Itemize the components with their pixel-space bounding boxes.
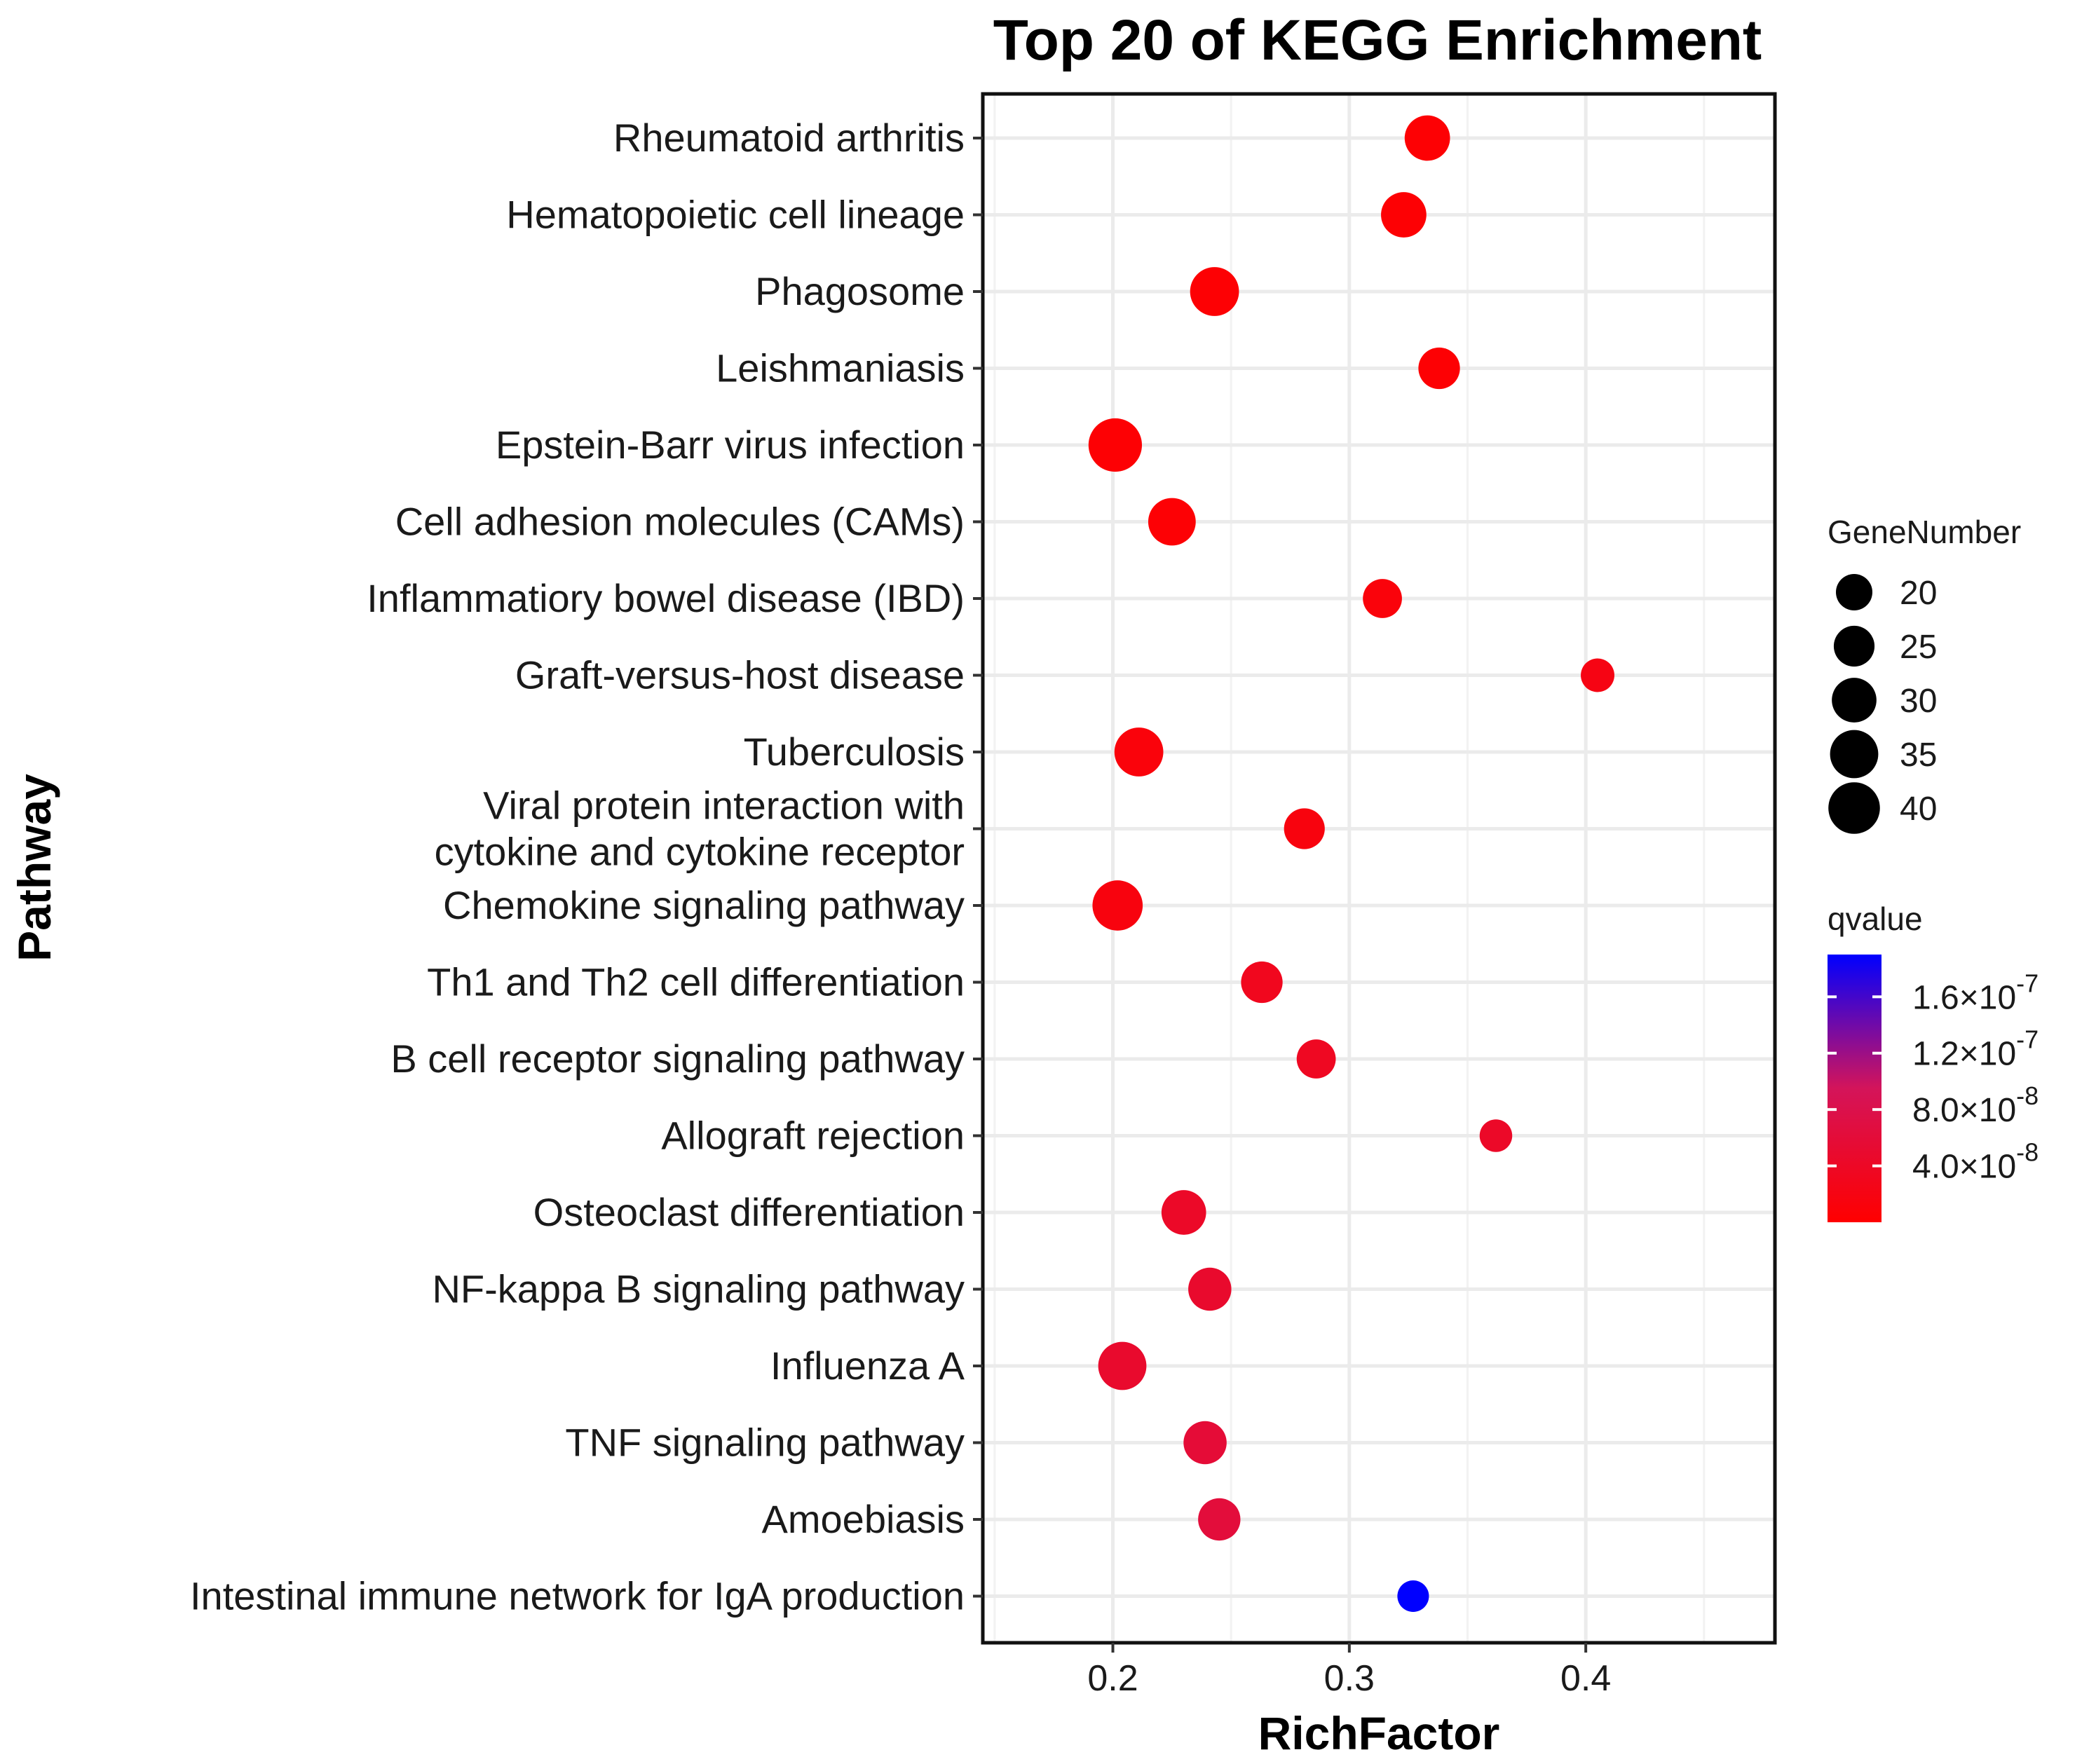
chart-title: Top 20 of KEGG Enrichment xyxy=(993,8,1762,72)
y-tick-label: Chemokine signaling pathway xyxy=(443,883,965,927)
x-axis: 0.2 0.3 0.4 xyxy=(1087,1643,1611,1699)
qvalue-legend: qvalue 4.0×10-8 8.0×10-8 1.2×10-7 1.6×10-7 xyxy=(1828,901,2039,1222)
x-tick-label: 0.2 xyxy=(1087,1658,1138,1699)
y-tick-label: Graft-versus-host disease xyxy=(515,653,965,697)
y-axis: Rheumatoid arthritis Hematopoietic cell l… xyxy=(190,116,983,1618)
point xyxy=(1183,1421,1227,1465)
y-tick-label: Amoebiasis xyxy=(762,1497,965,1541)
colorbar-label: 1.2×10-7 xyxy=(1912,1025,2039,1073)
y-tick-label: cytokine and cytokine receptor xyxy=(435,830,965,874)
point xyxy=(1092,880,1143,931)
y-axis-title: Pathway xyxy=(8,774,60,962)
point xyxy=(1098,1341,1147,1390)
y-tick-label: Phagosome xyxy=(755,269,965,313)
y-tick-label: Cell adhesion molecules (CAMs) xyxy=(395,500,965,544)
point xyxy=(1418,347,1460,390)
y-tick-label: Influenza A xyxy=(770,1343,965,1388)
size-legend-label: 30 xyxy=(1900,683,1937,720)
y-tick-label: B cell receptor signaling pathway xyxy=(390,1037,965,1081)
x-tick-label: 0.4 xyxy=(1560,1658,1611,1699)
size-legend-key xyxy=(1832,678,1877,723)
y-tick-label: NF-kappa B signaling pathway xyxy=(432,1267,965,1311)
size-legend-label: 20 xyxy=(1900,575,1937,612)
point xyxy=(1114,727,1164,777)
point xyxy=(1296,1039,1336,1079)
points-layer xyxy=(1088,115,1614,1613)
x-tick-label: 0.3 xyxy=(1324,1658,1375,1699)
y-tick-label: Inflammatiory bowel disease (IBD) xyxy=(367,576,965,620)
point xyxy=(1198,1498,1241,1541)
x-axis-title: RichFactor xyxy=(1258,1707,1500,1759)
point xyxy=(1404,115,1450,161)
size-legend-key xyxy=(1836,574,1872,610)
size-legend-key xyxy=(1828,782,1880,834)
y-tick-label: Th1 and Th2 cell differentiation xyxy=(427,960,965,1004)
point xyxy=(1284,808,1325,849)
qvalue-colorbar xyxy=(1828,955,1881,1222)
point xyxy=(1190,267,1239,316)
size-legend-title: GeneNumber xyxy=(1828,514,2021,550)
size-legend-label: 40 xyxy=(1900,791,1937,828)
color-legend-title: qvalue xyxy=(1828,901,1923,937)
point xyxy=(1363,579,1402,618)
colorbar-label: 4.0×10-8 xyxy=(1912,1138,2039,1186)
grid xyxy=(983,94,1775,1643)
point xyxy=(1581,658,1614,692)
y-tick-label: Intestinal immune network for IgA produc… xyxy=(190,1574,965,1618)
colorbar-label: 8.0×10-8 xyxy=(1912,1081,2039,1129)
point xyxy=(1479,1119,1513,1152)
y-tick-label: Allograft rejection xyxy=(661,1114,965,1158)
size-legend-label: 25 xyxy=(1900,629,1937,666)
y-tick-label: Viral protein interaction with xyxy=(483,784,965,828)
point xyxy=(1148,498,1196,546)
size-legend-key xyxy=(1833,625,1875,667)
y-tick-label: Tuberculosis xyxy=(744,730,965,774)
y-tick-label: Hematopoietic cell lineage xyxy=(506,193,965,237)
y-tick-label: Osteoclast differentiation xyxy=(533,1190,965,1234)
gene-number-legend: GeneNumber 20 25 30 35 40 xyxy=(1828,514,2021,834)
point xyxy=(1188,1267,1232,1311)
plot-panel-border xyxy=(981,92,1777,1645)
y-tick-label: Leishmaniasis xyxy=(716,346,965,390)
size-legend-label: 35 xyxy=(1900,737,1937,774)
y-tick-label: Rheumatoid arthritis xyxy=(613,116,965,160)
y-tick-label: TNF signaling pathway xyxy=(565,1421,965,1465)
y-tick-label: Epstein-Barr virus infection xyxy=(496,423,965,467)
point xyxy=(1397,1580,1429,1613)
point xyxy=(1088,418,1143,472)
point xyxy=(1161,1190,1206,1235)
point xyxy=(1381,192,1427,238)
colorbar-label: 1.6×10-7 xyxy=(1912,969,2039,1016)
size-legend-key xyxy=(1830,730,1879,779)
point xyxy=(1241,961,1283,1004)
